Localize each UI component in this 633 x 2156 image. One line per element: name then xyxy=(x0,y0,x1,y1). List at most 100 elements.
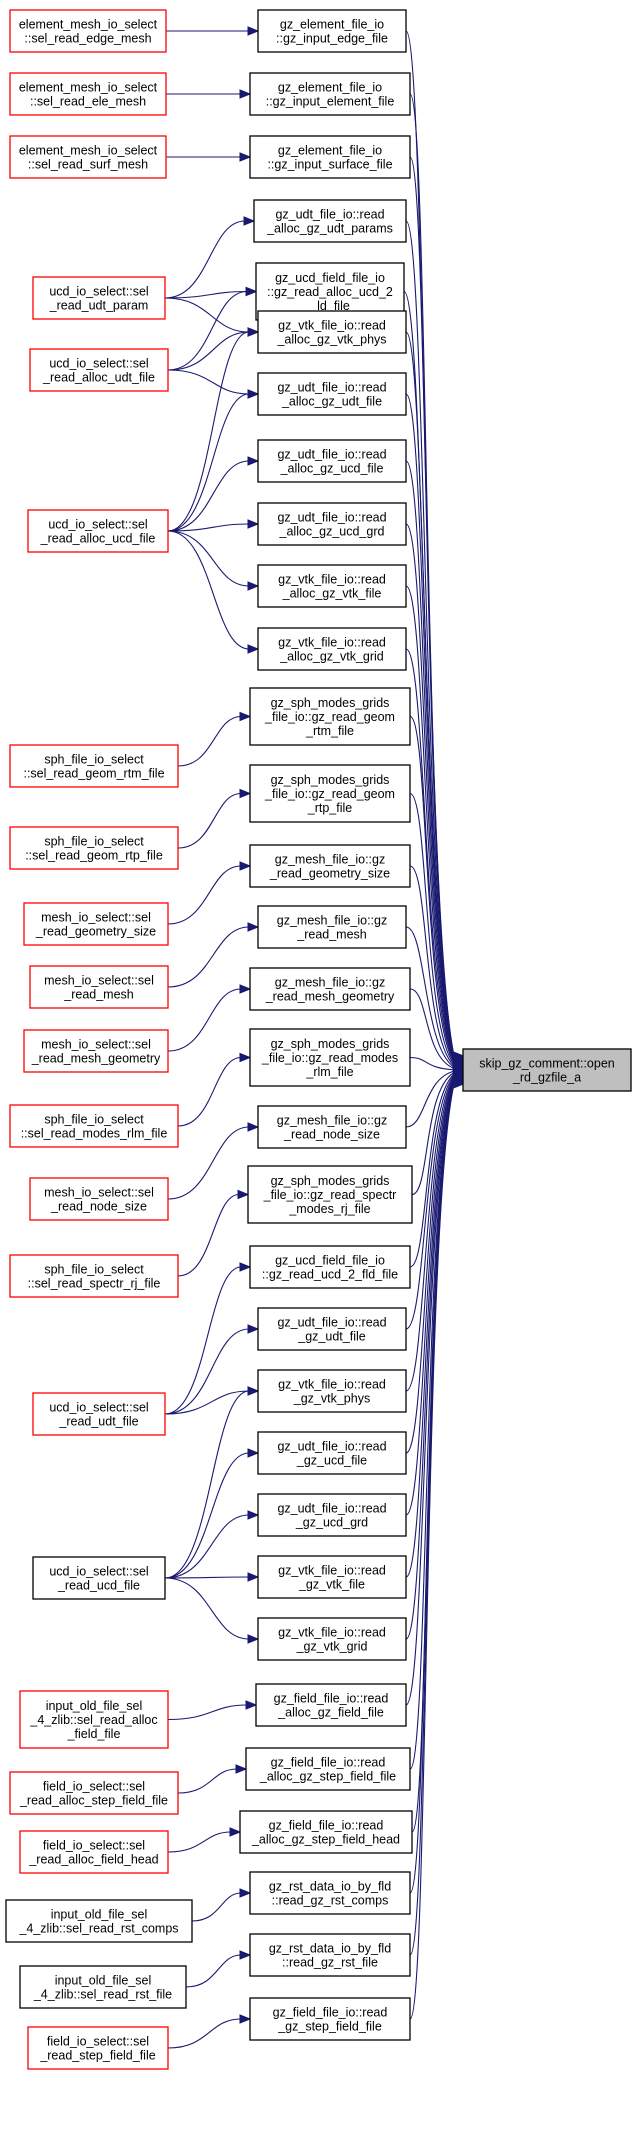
node-box[interactable] xyxy=(257,627,407,671)
node-box[interactable] xyxy=(462,1048,632,1092)
node-box[interactable] xyxy=(9,744,179,788)
function-node-m2[interactable]: gz_element_file_io::gz_input_element_fil… xyxy=(249,72,411,116)
function-node-l1[interactable]: element_mesh_io_select::sel_read_edge_me… xyxy=(9,9,167,53)
function-node-l12[interactable]: sph_file_io_select::sel_read_modes_rlm_f… xyxy=(9,1104,179,1148)
function-node-m21[interactable]: gz_udt_file_io::read_gz_udt_file xyxy=(257,1307,407,1351)
function-node-m26[interactable]: gz_vtk_file_io::read_gz_vtk_grid xyxy=(257,1617,407,1661)
function-node-m1[interactable]: gz_element_file_io::gz_input_edge_file xyxy=(257,9,407,53)
node-box[interactable] xyxy=(257,1493,407,1537)
function-node-m3[interactable]: gz_element_file_io::gz_input_surface_fil… xyxy=(249,135,411,179)
function-node-m31[interactable]: gz_rst_data_io_by_fld::read_gz_rst_file xyxy=(249,1933,411,1977)
node-box[interactable] xyxy=(253,199,407,243)
node-box[interactable] xyxy=(257,310,407,354)
node-box[interactable] xyxy=(249,1245,411,1289)
node-box[interactable] xyxy=(23,1029,169,1073)
node-box[interactable] xyxy=(257,905,407,949)
node-box[interactable] xyxy=(257,372,407,416)
function-node-l4[interactable]: ucd_io_select::sel_read_udt_param xyxy=(32,276,166,320)
node-box[interactable] xyxy=(23,902,169,946)
function-node-m22[interactable]: gz_vtk_file_io::read_gz_vtk_phys xyxy=(257,1369,407,1413)
function-node-m29[interactable]: gz_field_file_io::read_alloc_gz_step_fie… xyxy=(239,1810,413,1854)
function-node-l18[interactable]: field_io_select::sel_read_alloc_step_fie… xyxy=(9,1771,179,1815)
function-node-m25[interactable]: gz_vtk_file_io::read_gz_vtk_file xyxy=(257,1555,407,1599)
node-box[interactable] xyxy=(32,1392,166,1436)
node-box[interactable] xyxy=(257,1369,407,1413)
function-node-l22[interactable]: field_io_select::sel_read_step_field_fil… xyxy=(27,2026,169,2070)
node-box[interactable] xyxy=(29,348,169,392)
node-box[interactable] xyxy=(257,564,407,608)
node-box[interactable] xyxy=(249,764,411,823)
function-node-m11[interactable]: gz_vtk_file_io::read_alloc_gz_vtk_grid xyxy=(257,627,407,671)
function-node-m7[interactable]: gz_udt_file_io::read_alloc_gz_udt_file xyxy=(257,372,407,416)
function-node-m18[interactable]: gz_mesh_file_io::gz_read_node_size xyxy=(257,1105,407,1149)
node-box[interactable] xyxy=(9,1771,179,1815)
node-box[interactable] xyxy=(19,1965,187,2009)
node-box[interactable] xyxy=(257,1431,407,1475)
node-box[interactable] xyxy=(257,1555,407,1599)
node-box[interactable] xyxy=(19,1690,169,1749)
node-box[interactable] xyxy=(249,1871,411,1915)
function-node-m4[interactable]: gz_udt_file_io::read_alloc_gz_udt_params xyxy=(253,199,407,243)
node-box[interactable] xyxy=(249,1933,411,1977)
node-box[interactable] xyxy=(249,687,411,746)
node-box[interactable] xyxy=(239,1810,413,1854)
function-node-m27[interactable]: gz_field_file_io::read_alloc_gz_field_fi… xyxy=(255,1683,407,1727)
function-node-l21[interactable]: input_old_file_sel_4_zlib::sel_read_rst_… xyxy=(19,1965,187,2009)
function-node-l15[interactable]: ucd_io_select::sel_read_udt_file xyxy=(32,1392,166,1436)
function-node-m14[interactable]: gz_mesh_file_io::gz_read_geometry_size xyxy=(249,844,411,888)
node-box[interactable] xyxy=(27,2026,169,2070)
node-box[interactable] xyxy=(29,965,169,1009)
function-node-l7[interactable]: sph_file_io_select::sel_read_geom_rtm_fi… xyxy=(9,744,179,788)
node-box[interactable] xyxy=(249,1028,411,1087)
function-node-l20[interactable]: input_old_file_sel_4_zlib::sel_read_rst_… xyxy=(5,1899,193,1943)
node-box[interactable] xyxy=(257,502,407,546)
node-box[interactable] xyxy=(257,1617,407,1661)
function-node-l3[interactable]: element_mesh_io_select::sel_read_surf_me… xyxy=(9,135,167,179)
node-box[interactable] xyxy=(249,72,411,116)
function-node-l16[interactable]: ucd_io_select::sel_read_ucd_file xyxy=(32,1556,166,1600)
node-box[interactable] xyxy=(19,1830,169,1874)
node-box[interactable] xyxy=(9,72,167,116)
node-box[interactable] xyxy=(257,1105,407,1149)
node-box[interactable] xyxy=(249,1997,411,2041)
function-node-m8[interactable]: gz_udt_file_io::read_alloc_gz_ucd_file xyxy=(257,439,407,483)
node-box[interactable] xyxy=(32,1556,166,1600)
function-node-l19[interactable]: field_io_select::sel_read_alloc_field_he… xyxy=(19,1830,169,1874)
function-node-m17[interactable]: gz_sph_modes_grids_file_io::gz_read_mode… xyxy=(249,1028,411,1087)
node-box[interactable] xyxy=(9,1104,179,1148)
node-box[interactable] xyxy=(9,9,167,53)
node-box[interactable] xyxy=(257,9,407,53)
node-box[interactable] xyxy=(257,1307,407,1351)
function-node-m9[interactable]: gz_udt_file_io::read_alloc_gz_ucd_grd xyxy=(257,502,407,546)
node-box[interactable] xyxy=(32,276,166,320)
function-node-l10[interactable]: mesh_io_select::sel_read_mesh xyxy=(29,965,169,1009)
function-node-m19[interactable]: gz_sph_modes_grids_file_io::gz_read_spec… xyxy=(247,1165,413,1224)
node-box[interactable] xyxy=(249,967,411,1011)
function-node-m10[interactable]: gz_vtk_file_io::read_alloc_gz_vtk_file xyxy=(257,564,407,608)
function-node-m13[interactable]: gz_sph_modes_grids_file_io::gz_read_geom… xyxy=(249,764,411,823)
function-node-l2[interactable]: element_mesh_io_select::sel_read_ele_mes… xyxy=(9,72,167,116)
function-node-m16[interactable]: gz_mesh_file_io::gz_read_mesh_geometry xyxy=(249,967,411,1011)
node-box[interactable] xyxy=(29,1177,169,1221)
node-box[interactable] xyxy=(249,844,411,888)
function-node-m12[interactable]: gz_sph_modes_grids_file_io::gz_read_geom… xyxy=(249,687,411,746)
function-node-l8[interactable]: sph_file_io_select::sel_read_geom_rtp_fi… xyxy=(9,826,179,870)
target-node[interactable]: skip_gz_comment::open_rd_gzfile_a xyxy=(462,1048,632,1092)
function-node-m32[interactable]: gz_field_file_io::read_gz_step_field_fil… xyxy=(249,1997,411,2041)
function-node-l9[interactable]: mesh_io_select::sel_read_geometry_size xyxy=(23,902,169,946)
function-node-m20[interactable]: gz_ucd_field_file_io::gz_read_ucd_2_fld_… xyxy=(249,1245,411,1289)
node-box[interactable] xyxy=(27,509,169,553)
node-box[interactable] xyxy=(9,135,167,179)
function-node-m30[interactable]: gz_rst_data_io_by_fld::read_gz_rst_comps xyxy=(249,1871,411,1915)
function-node-m6[interactable]: gz_vtk_file_io::read_alloc_gz_vtk_phys xyxy=(257,310,407,354)
node-box[interactable] xyxy=(257,439,407,483)
node-box[interactable] xyxy=(249,135,411,179)
node-box[interactable] xyxy=(9,1254,179,1298)
node-box[interactable] xyxy=(247,1165,413,1224)
function-node-l11[interactable]: mesh_io_select::sel_read_mesh_geometry xyxy=(23,1029,169,1073)
node-box[interactable] xyxy=(255,1683,407,1727)
function-node-l14[interactable]: sph_file_io_select::sel_read_spectr_rj_f… xyxy=(9,1254,179,1298)
function-node-m23[interactable]: gz_udt_file_io::read_gz_ucd_file xyxy=(257,1431,407,1475)
function-node-l5[interactable]: ucd_io_select::sel_read_alloc_udt_file xyxy=(29,348,169,392)
node-box[interactable] xyxy=(9,826,179,870)
